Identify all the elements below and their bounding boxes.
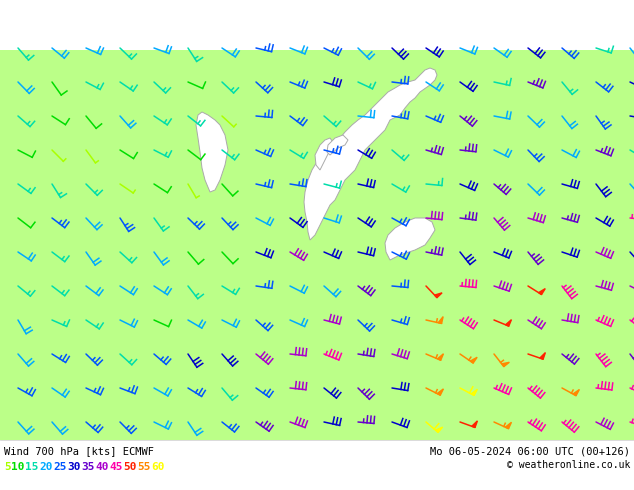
Bar <box>0 440 634 490</box>
Polygon shape <box>438 317 443 323</box>
Text: 50: 50 <box>123 462 136 472</box>
Polygon shape <box>540 353 545 359</box>
Polygon shape <box>196 112 228 192</box>
Polygon shape <box>437 389 443 395</box>
Polygon shape <box>472 421 477 427</box>
Text: Wind 700 hPa [kts] ECMWF: Wind 700 hPa [kts] ECMWF <box>4 446 154 456</box>
Text: © weatheronline.co.uk: © weatheronline.co.uk <box>507 460 630 470</box>
Bar <box>0 50 634 440</box>
Polygon shape <box>385 218 435 260</box>
Polygon shape <box>471 389 477 395</box>
Polygon shape <box>505 422 512 429</box>
Text: 30: 30 <box>67 462 81 472</box>
Text: 60: 60 <box>151 462 164 472</box>
Polygon shape <box>327 135 348 155</box>
Polygon shape <box>501 362 509 367</box>
Text: 10: 10 <box>11 462 25 472</box>
Polygon shape <box>470 357 477 363</box>
Polygon shape <box>436 427 443 432</box>
Text: 40: 40 <box>95 462 108 472</box>
Text: 15: 15 <box>25 462 39 472</box>
Polygon shape <box>304 68 437 240</box>
Polygon shape <box>505 319 512 326</box>
Text: 35: 35 <box>81 462 94 472</box>
Text: 45: 45 <box>109 462 122 472</box>
Polygon shape <box>315 138 335 170</box>
Polygon shape <box>539 289 545 294</box>
Text: 55: 55 <box>137 462 150 472</box>
Text: 5: 5 <box>4 462 11 472</box>
Text: Mo 06-05-2024 06:00 UTC (00+126): Mo 06-05-2024 06:00 UTC (00+126) <box>430 446 630 456</box>
Polygon shape <box>573 390 579 395</box>
Polygon shape <box>437 354 443 360</box>
Text: 20: 20 <box>39 462 53 472</box>
Polygon shape <box>434 293 442 297</box>
Text: 25: 25 <box>53 462 67 472</box>
